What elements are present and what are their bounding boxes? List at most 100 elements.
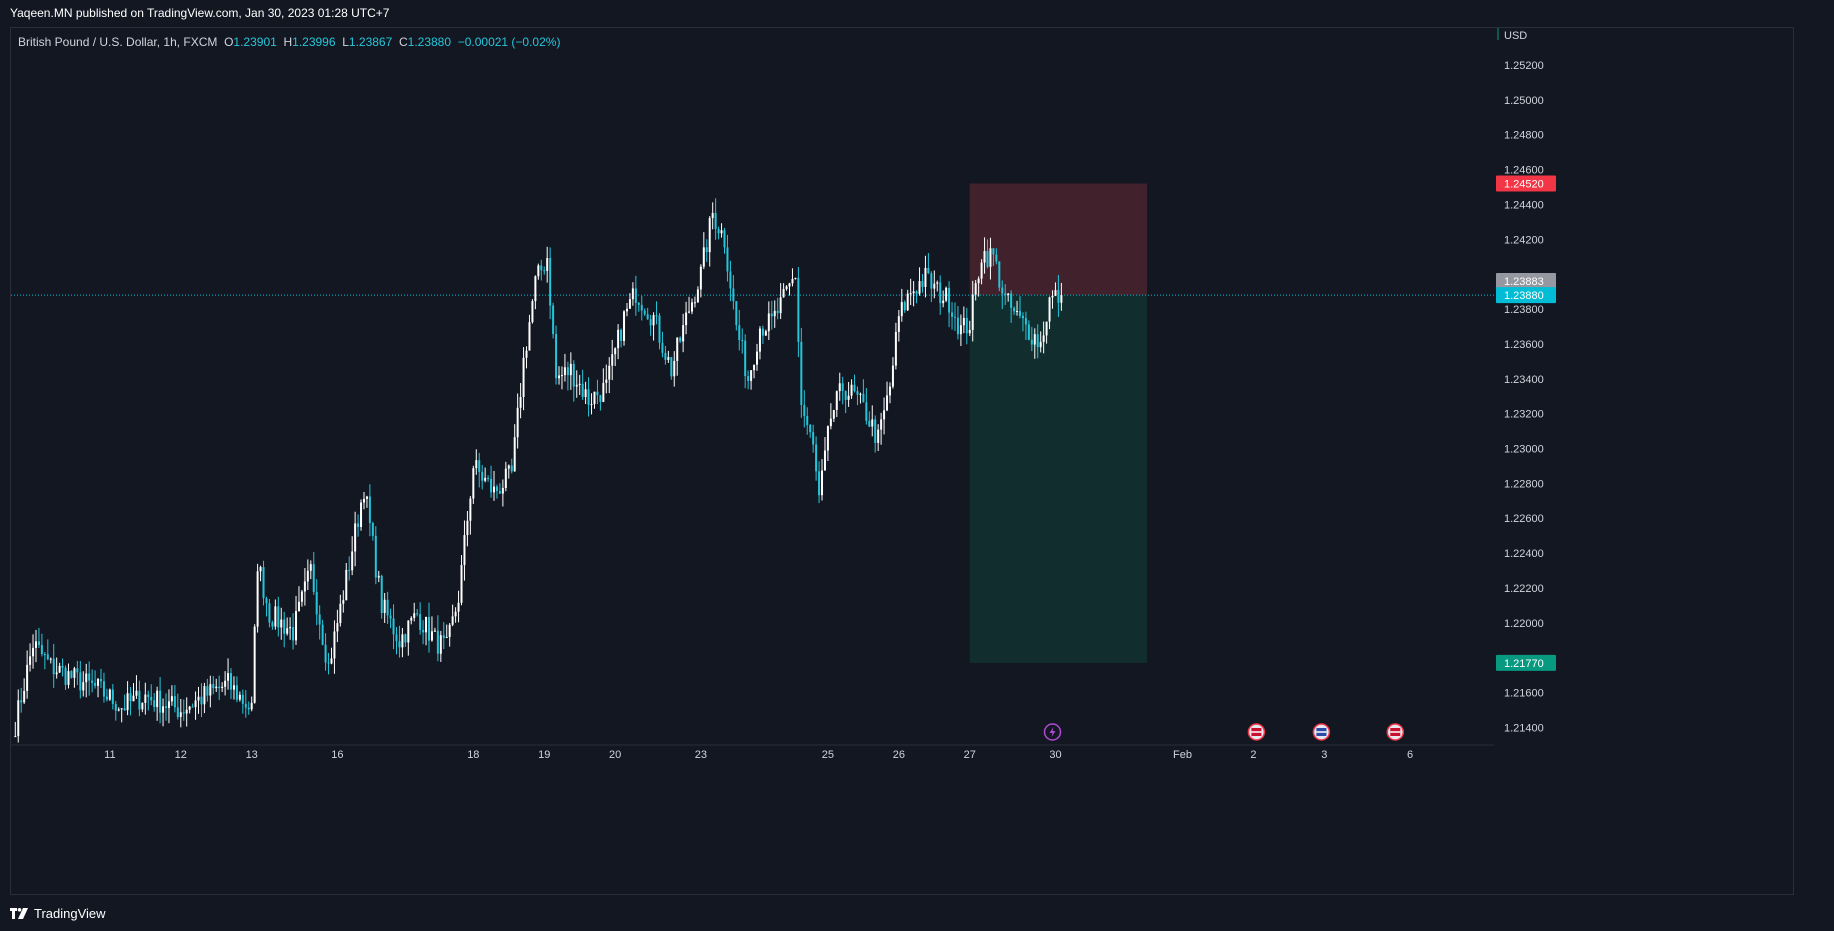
candle-body <box>563 367 566 376</box>
candle-body <box>117 709 120 711</box>
candle-body <box>504 468 507 488</box>
candle-body <box>693 302 696 304</box>
candle-body <box>886 395 889 411</box>
candle-body <box>912 291 915 294</box>
candle-body <box>936 282 939 284</box>
candle-body <box>336 623 339 632</box>
candle-body <box>1048 297 1051 322</box>
candle-body <box>1007 293 1010 296</box>
candle-body <box>153 700 156 708</box>
candle-body <box>433 630 436 632</box>
candle-body <box>88 673 91 681</box>
candle-body <box>951 312 954 317</box>
low-label: L <box>342 35 349 49</box>
candle-body <box>1004 293 1007 296</box>
candle-body <box>637 302 640 305</box>
candle-body <box>528 322 531 351</box>
chart-frame[interactable]: USD 1.25200 1.25000 1.24800 1.24600 1.24400 1.… <box>10 27 1794 895</box>
candle-body <box>147 694 150 697</box>
candle-body <box>614 348 617 355</box>
candle-body <box>144 694 147 703</box>
time-tick-label: 30 <box>1049 749 1061 761</box>
candle-body <box>200 696 203 705</box>
price-tick-label: 1.22800 <box>1504 478 1544 490</box>
price-tick-label: 1.24800 <box>1504 130 1544 142</box>
candle-body <box>404 634 407 643</box>
candle-body <box>649 319 652 326</box>
candle-body <box>271 622 274 627</box>
price-tick-label: 1.23400 <box>1504 374 1544 386</box>
time-tick-label: 20 <box>609 749 621 761</box>
candle-body <box>714 212 717 229</box>
time-tick-label: 23 <box>695 749 707 761</box>
price-tick-label: 1.22000 <box>1504 618 1544 630</box>
candle-body <box>552 305 555 335</box>
candle-body <box>1027 324 1030 340</box>
candle-body <box>330 658 333 664</box>
candle-body <box>806 415 809 426</box>
candle-body <box>259 567 262 572</box>
candle-body <box>413 613 416 618</box>
candle-body <box>345 569 348 601</box>
candle-body <box>770 313 773 317</box>
symbol-description[interactable]: British Pound / U.S. Dollar, 1h, FXCM <box>18 35 218 49</box>
candle-body <box>165 706 168 708</box>
candle-body <box>729 271 732 289</box>
candle-body <box>688 311 691 313</box>
candle-body <box>297 601 300 612</box>
candle-body <box>401 634 404 648</box>
lightning-icon <box>1043 723 1062 741</box>
candle-body <box>747 376 750 381</box>
candle-body <box>179 712 182 717</box>
candle-body <box>847 395 850 400</box>
candle-body <box>52 658 55 675</box>
time-tick-label: 18 <box>467 749 479 761</box>
candle-body <box>962 317 965 326</box>
candle-body <box>262 567 265 599</box>
candle-body <box>1033 334 1036 345</box>
candle-body <box>277 606 280 628</box>
candle-body <box>407 620 410 643</box>
candle-body <box>82 682 85 691</box>
target-price-tag: 1.21770 <box>1504 658 1544 670</box>
candle-body <box>241 694 244 704</box>
candle-body <box>368 496 371 524</box>
candle-body <box>1013 307 1016 312</box>
candle-body <box>442 635 445 638</box>
candle-body <box>185 709 188 714</box>
candle-body <box>289 627 292 629</box>
candle-body <box>560 375 563 377</box>
candle-body <box>46 654 49 660</box>
candle-body <box>581 383 584 398</box>
candle-body <box>392 618 395 635</box>
candle-body <box>129 693 132 702</box>
candle-body <box>794 277 797 279</box>
candle-body <box>844 390 847 400</box>
tradingview-logo-icon <box>10 907 28 919</box>
tradingview-brand: TradingView <box>34 905 106 921</box>
candle-body <box>17 700 20 737</box>
candle-body <box>120 708 123 710</box>
candle-body <box>70 671 73 678</box>
candle-body <box>102 681 105 697</box>
close-value: 1.23880 <box>407 35 452 49</box>
candle-body <box>97 679 100 686</box>
candle-body <box>835 391 838 411</box>
candle-body <box>463 535 466 565</box>
candle-body <box>549 258 552 306</box>
candle-body <box>758 328 761 352</box>
currency-label: USD <box>1504 30 1527 42</box>
candle-body <box>244 703 247 708</box>
candlestick-chart[interactable]: USD 1.25200 1.25000 1.24800 1.24600 1.24400 1.… <box>11 28 1794 895</box>
candle-body <box>232 685 235 690</box>
candle-body <box>176 707 179 717</box>
candle-body <box>741 340 744 342</box>
candle-body <box>519 396 522 408</box>
candle-body <box>956 317 959 335</box>
candle-body <box>534 276 537 302</box>
candle-body <box>481 471 484 481</box>
candle-body <box>767 313 770 332</box>
footer-brand[interactable]: TradingView <box>10 903 106 923</box>
low-value: 1.23867 <box>348 35 393 49</box>
candle-body <box>436 630 439 654</box>
